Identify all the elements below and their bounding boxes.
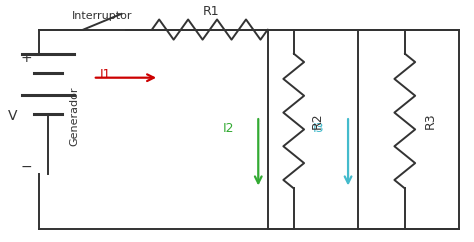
- Text: +: +: [21, 52, 33, 65]
- Text: I3: I3: [313, 122, 324, 135]
- Text: R3: R3: [424, 113, 437, 129]
- Text: R1: R1: [203, 5, 219, 18]
- Text: Interruptor: Interruptor: [72, 11, 133, 21]
- Text: Generador: Generador: [69, 86, 79, 146]
- Text: I1: I1: [100, 68, 111, 81]
- Text: V: V: [8, 109, 17, 123]
- Text: −: −: [21, 160, 33, 174]
- Text: I2: I2: [223, 122, 235, 135]
- Text: R2: R2: [310, 113, 323, 129]
